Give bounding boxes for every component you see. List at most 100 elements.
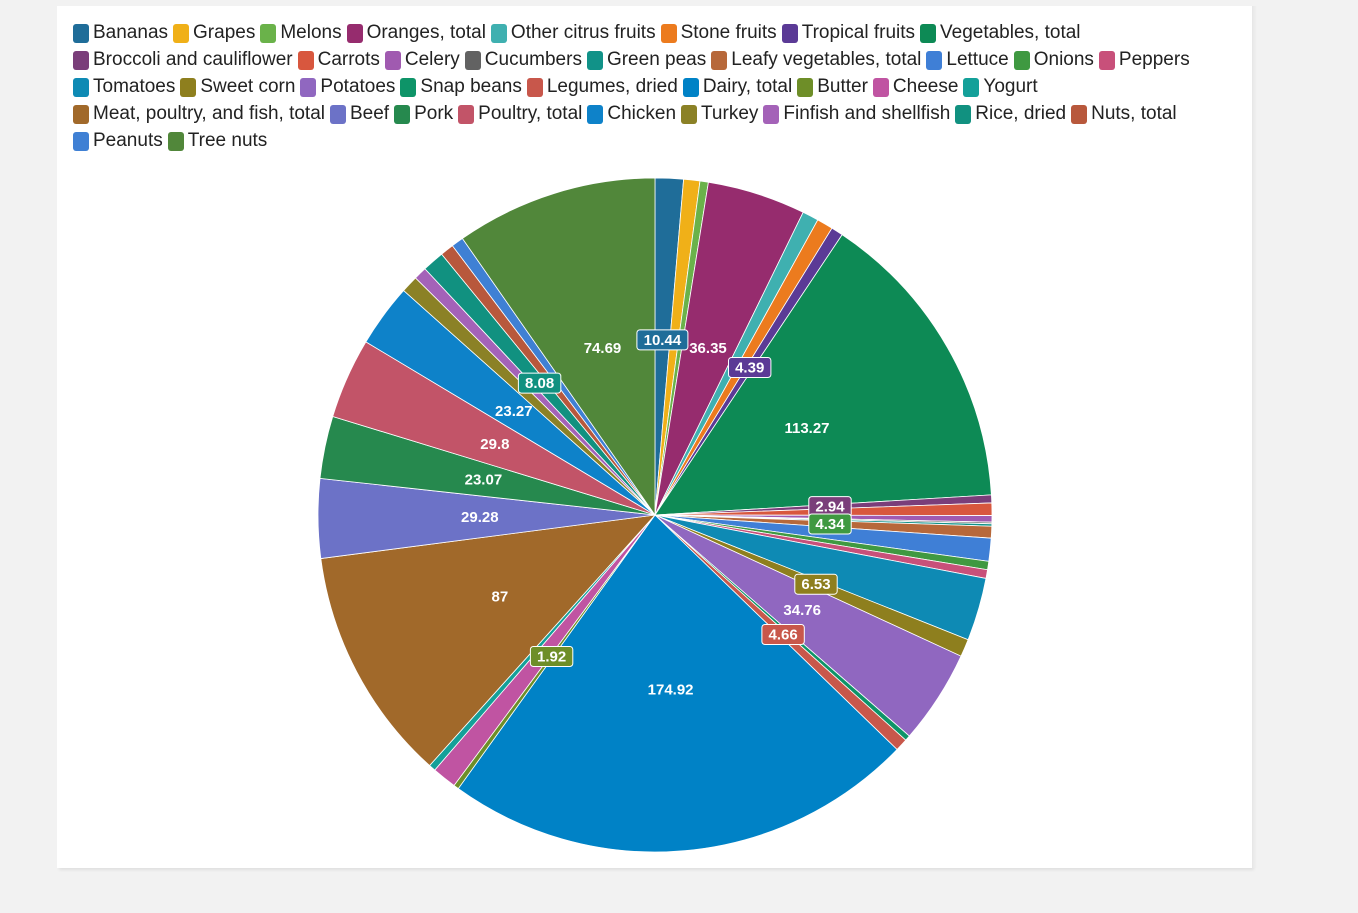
legend-item-green-peas[interactable]: Green peas xyxy=(586,49,707,71)
data-label-potatoes: 34.76 xyxy=(783,602,821,619)
legend-item-tropical-fruits[interactable]: Tropical fruits xyxy=(781,22,915,44)
data-label-leafy-vegetables-total: 4.34 xyxy=(808,513,852,535)
legend-swatch xyxy=(926,50,943,70)
legend-item-lettuce[interactable]: Lettuce xyxy=(926,49,1009,71)
legend-item-meat-poultry-and-fish-total[interactable]: Meat, poultry, and fish, total xyxy=(73,103,325,125)
legend-label: Green peas xyxy=(606,49,707,70)
data-label-tropical-fruits: 4.39 xyxy=(728,357,772,378)
legend-item-vegetables-total[interactable]: Vegetables, total xyxy=(920,22,1081,44)
legend-swatch xyxy=(173,23,190,43)
pie-slice-meat-poultry-and-fish-total[interactable] xyxy=(320,514,657,767)
legend-item-stone-fruits[interactable]: Stone fruits xyxy=(660,22,777,44)
legend-item-cucumbers[interactable]: Cucumbers xyxy=(464,49,582,71)
legend-item-pork[interactable]: Pork xyxy=(394,103,453,125)
legend-item-poultry-total[interactable]: Poultry, total xyxy=(458,103,582,125)
legend-swatch xyxy=(73,131,89,151)
legend-swatch xyxy=(464,50,481,70)
legend-item-beef[interactable]: Beef xyxy=(330,103,389,125)
legend-item-tree-nuts[interactable]: Tree nuts xyxy=(167,130,268,152)
legend-swatch xyxy=(73,77,89,97)
data-label-text: 113.27 xyxy=(784,420,829,437)
pie-slice-tree-nuts[interactable] xyxy=(461,177,656,517)
legend-item-dairy-total[interactable]: Dairy, total xyxy=(682,76,792,98)
legend-item-snap-beans[interactable]: Snap beans xyxy=(400,76,522,98)
legend-item-legumes-dried[interactable]: Legumes, dried xyxy=(526,76,678,98)
legend-swatch xyxy=(872,77,889,97)
legend-label: Pork xyxy=(414,103,454,124)
data-label-text: 23.27 xyxy=(495,403,533,420)
legend-item-grapes[interactable]: Grapes xyxy=(173,22,255,44)
data-label-pork: 23.07 xyxy=(465,472,503,489)
data-label-text: 23.07 xyxy=(465,472,503,489)
legend-swatch xyxy=(1071,104,1088,124)
legend-swatch xyxy=(490,23,507,43)
legend-label: Poultry, total xyxy=(478,103,583,124)
legend-item-celery[interactable]: Celery xyxy=(384,49,460,71)
legend-label: Snap beans xyxy=(420,76,522,97)
legend-item-turkey[interactable]: Turkey xyxy=(681,103,758,125)
data-label-bananas: 10.44 xyxy=(636,329,689,351)
data-label-text: 36.35 xyxy=(689,340,727,357)
legend-item-nuts-total[interactable]: Nuts, total xyxy=(1071,103,1177,125)
pie-slice-vegetables-total[interactable] xyxy=(654,234,992,516)
legend-label: Finfish and shellfish xyxy=(783,103,951,124)
legend-swatch xyxy=(781,23,798,43)
legend-label: Cucumbers xyxy=(484,49,582,70)
legend-swatch xyxy=(346,23,363,43)
pie-slices xyxy=(317,177,993,853)
legend-label: Carrots xyxy=(317,49,380,70)
legend-item-rice-dried[interactable]: Rice, dried xyxy=(955,103,1066,125)
legend-label: Tomatoes xyxy=(93,76,176,97)
legend-swatch xyxy=(400,77,417,97)
legend-swatch xyxy=(260,23,277,43)
legend-label: Sweet corn xyxy=(200,76,296,97)
data-label-oranges-total: 36.35 xyxy=(689,340,727,357)
legend-item-other-citrus-fruits[interactable]: Other citrus fruits xyxy=(490,22,656,44)
data-label-text: 4.39 xyxy=(735,360,764,377)
legend-label: Cheese xyxy=(892,76,959,97)
legend-item-broccoli-and-cauliflower[interactable]: Broccoli and cauliflower xyxy=(73,49,293,71)
data-label-vegetables-total: 113.27 xyxy=(784,420,829,437)
data-label-text: 2.94 xyxy=(815,499,845,516)
legend-item-chicken[interactable]: Chicken xyxy=(587,103,676,125)
legend-item-onions[interactable]: Onions xyxy=(1013,49,1094,71)
legend-item-butter[interactable]: Butter xyxy=(797,76,868,98)
legend-label: Stone fruits xyxy=(680,22,777,43)
legend-swatch xyxy=(711,50,728,70)
legend-swatch xyxy=(682,77,699,97)
legend-item-bananas[interactable]: Bananas xyxy=(73,22,168,44)
legend-label: Potatoes xyxy=(320,76,396,97)
legend-swatch xyxy=(797,77,814,97)
legend-swatch xyxy=(586,50,603,70)
legend-label: Tree nuts xyxy=(187,130,268,151)
legend-swatch xyxy=(167,131,184,151)
legend-item-melons[interactable]: Melons xyxy=(260,22,342,44)
legend-label: Oranges, total xyxy=(366,22,486,43)
legend-swatch xyxy=(300,77,317,97)
legend-label: Peanuts xyxy=(93,130,163,151)
legend-item-sweet-corn[interactable]: Sweet corn xyxy=(180,76,295,98)
data-label-text: 87 xyxy=(492,589,509,606)
legend-swatch xyxy=(920,23,937,43)
legend-item-tomatoes[interactable]: Tomatoes xyxy=(73,76,175,98)
legend-item-peppers[interactable]: Peppers xyxy=(1098,49,1190,71)
legend-item-cheese[interactable]: Cheese xyxy=(872,76,959,98)
data-label-text: 29.28 xyxy=(461,509,499,526)
legend-swatch xyxy=(587,104,604,124)
legend-item-finfish-and-shellfish[interactable]: Finfish and shellfish xyxy=(763,103,950,125)
legend-item-carrots[interactable]: Carrots xyxy=(297,49,380,71)
data-label-text: 34.76 xyxy=(783,602,821,619)
legend-label: Other citrus fruits xyxy=(510,22,656,43)
legend-item-potatoes[interactable]: Potatoes xyxy=(300,76,395,98)
legend-item-leafy-vegetables-total[interactable]: Leafy vegetables, total xyxy=(711,49,921,71)
pie-slice-dairy-total[interactable] xyxy=(457,514,898,853)
legend-item-yogurt[interactable]: Yogurt xyxy=(963,76,1038,98)
data-label-rice-dried: 8.08 xyxy=(517,372,562,394)
legend-label: Leafy vegetables, total xyxy=(731,49,922,70)
data-label-text: 4.34 xyxy=(815,516,845,533)
data-label-box xyxy=(761,624,805,645)
legend-item-peanuts[interactable]: Peanuts xyxy=(73,130,163,152)
legend-label: Bananas xyxy=(93,22,169,43)
data-label-meat-poultry-and-fish-total: 87 xyxy=(492,589,509,606)
legend-item-oranges-total[interactable]: Oranges, total xyxy=(346,22,486,44)
